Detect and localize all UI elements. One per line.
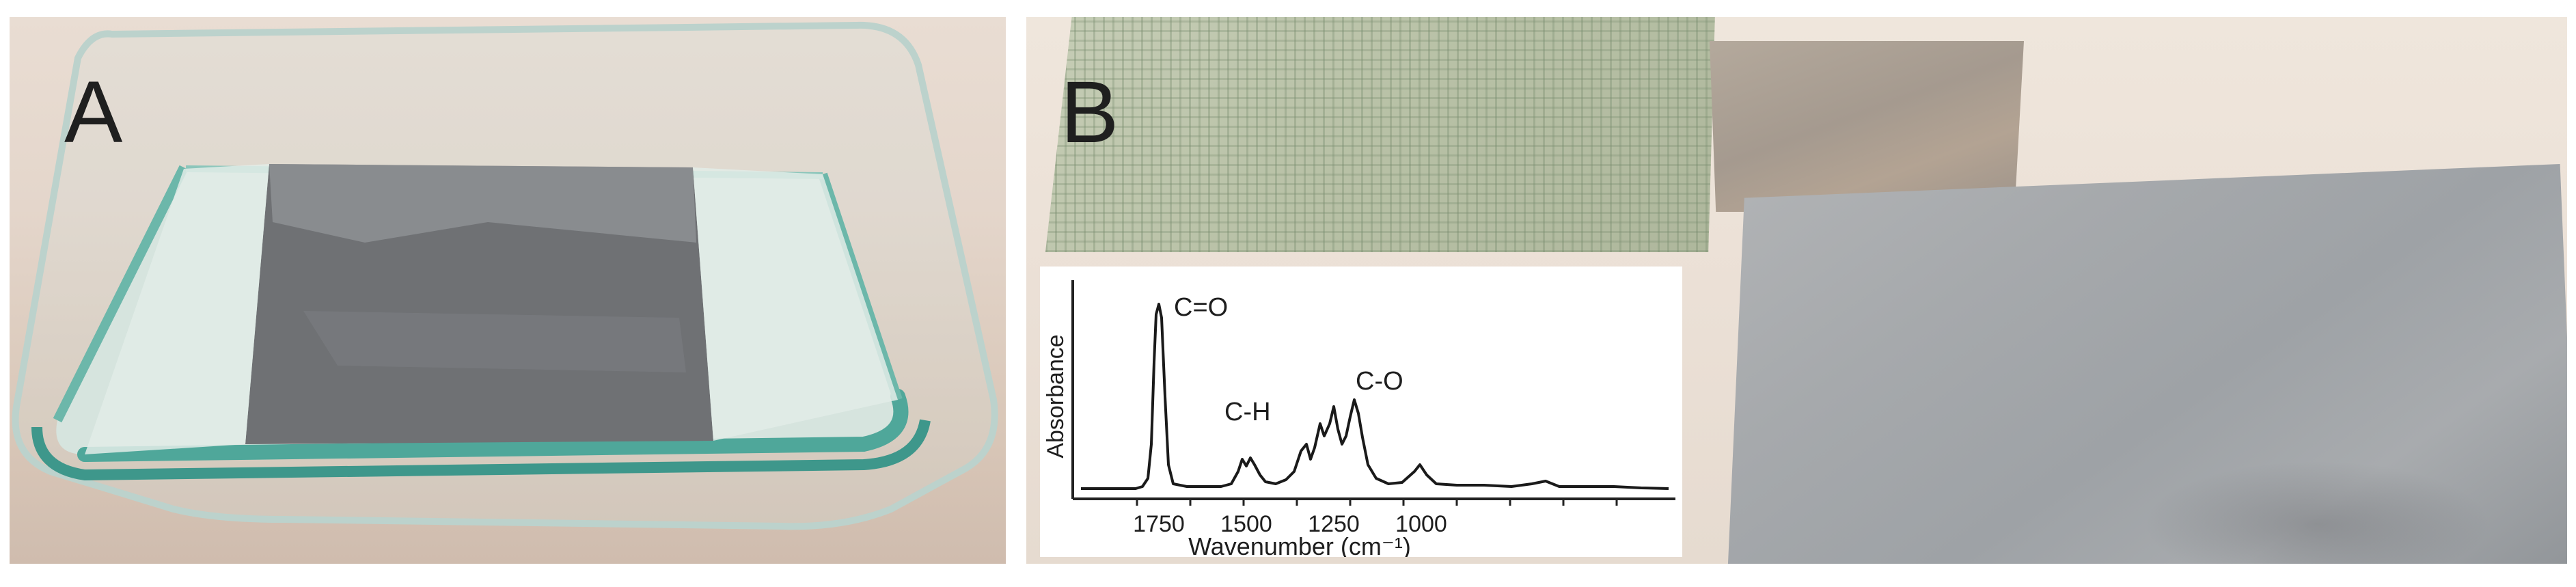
small-metal-plate-top (1710, 41, 2024, 212)
panel-b-photo: B C=O C-H C-O 1750 1500 1250 (1026, 17, 2567, 564)
glass-dish-illustration (12, 21, 998, 530)
panel-b-label: B (1060, 64, 1119, 161)
ftir-spectrum-line (1081, 303, 1669, 490)
ftir-tick-label: 1750 (1133, 511, 1185, 537)
dish-lower-lip (31, 419, 931, 481)
ftir-annotation-co-single: C-O (1356, 367, 1403, 396)
ftir-tick-label: 1500 (1220, 511, 1272, 537)
panel-a-photo: A (10, 17, 1006, 564)
ftir-y-axis-label: Absorbance (1043, 334, 1069, 458)
panel-a-label: A (64, 64, 123, 161)
ftir-tick-label: 1000 (1395, 511, 1447, 537)
ftir-tick-label: 1250 (1308, 511, 1360, 537)
ftir-x-axis-label: Wavenumber (cm⁻¹) (1188, 532, 1411, 557)
fiberglass-mesh-sheet (1045, 17, 1715, 252)
ftir-annotation-co-double: C=O (1174, 293, 1228, 322)
ftir-plot: C=O C-H C-O 1750 1500 1250 1000 Wavenumb… (1043, 280, 1675, 557)
dish-water-edge (77, 389, 909, 462)
ftir-spectrum-inset: C=O C-H C-O 1750 1500 1250 1000 Wavenumb… (1040, 267, 1682, 557)
ftir-annotation-ch: C-H (1224, 398, 1271, 426)
large-metal-plate (1727, 164, 2567, 564)
